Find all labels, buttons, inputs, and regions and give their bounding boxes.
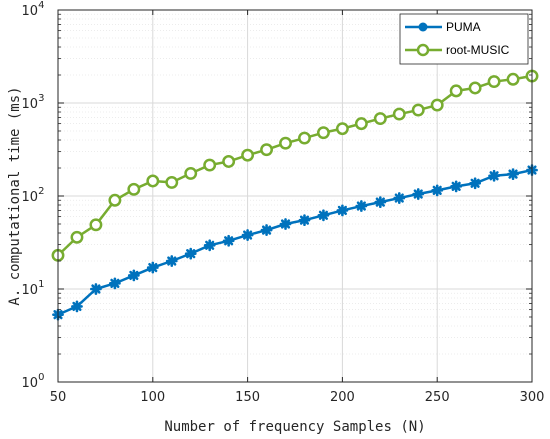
data-point-root-music	[487, 75, 501, 89]
data-point-root-music	[260, 143, 274, 157]
legend-puma-label: PUMA	[446, 20, 481, 34]
data-point-root-music	[127, 182, 141, 196]
data-point-puma	[450, 180, 463, 193]
data-point-puma	[469, 177, 482, 190]
data-point-root-music	[108, 193, 122, 207]
data-point-puma	[507, 168, 519, 180]
x-tick-label: 50	[50, 390, 67, 405]
y-tick-label-exponent: 1	[38, 279, 44, 290]
x-tick-label: 250	[425, 390, 450, 405]
x-tick-label: 200	[330, 390, 355, 405]
y-axis-label: A. computational time (ms)	[7, 86, 23, 305]
legend: PUMA root-MUSIC	[399, 13, 529, 65]
data-point-puma	[279, 218, 292, 230]
data-point-root-music	[279, 136, 292, 150]
data-point-puma	[241, 229, 254, 241]
data-point-root-music	[165, 175, 179, 189]
data-point-root-music	[335, 122, 349, 136]
y-tick-label-base: 10	[22, 283, 39, 298]
data-point-root-music	[392, 107, 406, 121]
data-point-root-music	[316, 126, 330, 140]
data-point-puma	[355, 200, 368, 212]
data-point-puma	[90, 283, 102, 295]
legend-root-music-label: root-MUSIC	[446, 43, 510, 57]
y-tick-label-exponent: 4	[38, 0, 44, 11]
legend-root-music-marker	[416, 43, 430, 57]
y-tick-label-exponent: 3	[38, 93, 44, 104]
legend-entry-root-music: root-MUSIC	[405, 43, 510, 57]
y-tick-label-base: 10	[22, 190, 39, 205]
data-point-puma	[71, 300, 83, 313]
y-tick-label: 100	[22, 372, 45, 391]
data-point-root-music	[468, 81, 482, 95]
x-tick-label: 150	[235, 390, 260, 405]
data-point-puma	[184, 247, 197, 260]
data-point-puma	[374, 196, 387, 208]
y-tick-label-exponent: 2	[38, 186, 44, 197]
y-tick-label-base: 10	[22, 97, 39, 112]
data-point-root-music	[373, 112, 387, 126]
data-point-puma	[488, 169, 500, 182]
data-point-root-music	[70, 230, 84, 244]
data-point-root-music	[203, 158, 217, 172]
y-tick-label: 101	[22, 279, 45, 298]
series-puma	[52, 164, 538, 321]
data-point-puma	[203, 239, 216, 252]
y-tick-label-exponent: 0	[38, 372, 44, 383]
data-point-puma	[298, 214, 311, 227]
data-point-root-music	[354, 117, 368, 131]
data-point-puma	[412, 188, 425, 200]
data-point-root-music	[298, 131, 311, 145]
data-point-puma	[336, 204, 349, 217]
data-point-root-music	[241, 148, 255, 162]
data-point-puma	[260, 224, 273, 236]
y-tick-label: 102	[22, 186, 45, 205]
data-point-puma	[222, 234, 235, 247]
data-point-root-music	[411, 103, 425, 117]
data-point-puma	[393, 192, 406, 204]
legend-entry-puma: PUMA	[405, 20, 481, 34]
data-point-root-music	[146, 174, 160, 188]
x-tick-label: 100	[140, 390, 165, 405]
data-point-root-music	[89, 218, 103, 232]
data-point-root-music	[184, 166, 198, 180]
legend-puma-marker	[418, 22, 428, 32]
data-point-puma	[127, 269, 140, 282]
data-point-root-music	[506, 72, 520, 86]
data-point-puma	[146, 261, 159, 274]
data-point-root-music	[222, 155, 236, 168]
y-tick-label-base: 10	[22, 376, 39, 391]
data-point-puma	[165, 255, 178, 267]
axis-ticks	[57, 9, 533, 383]
y-tick-label-base: 10	[22, 4, 39, 19]
data-point-puma	[108, 277, 121, 290]
data-point-root-music	[449, 84, 463, 98]
data-point-puma	[431, 184, 444, 197]
data-point-puma	[317, 209, 330, 222]
y-tick-label: 104	[22, 0, 45, 19]
data-point-root-music	[430, 98, 444, 112]
x-axis-label: Number of frequency Samples (N)	[164, 419, 425, 435]
x-tick-label: 300	[520, 390, 545, 405]
y-tick-label: 103	[22, 93, 45, 112]
x-tick-labels: 50 100 150 200 250 300	[50, 390, 545, 405]
